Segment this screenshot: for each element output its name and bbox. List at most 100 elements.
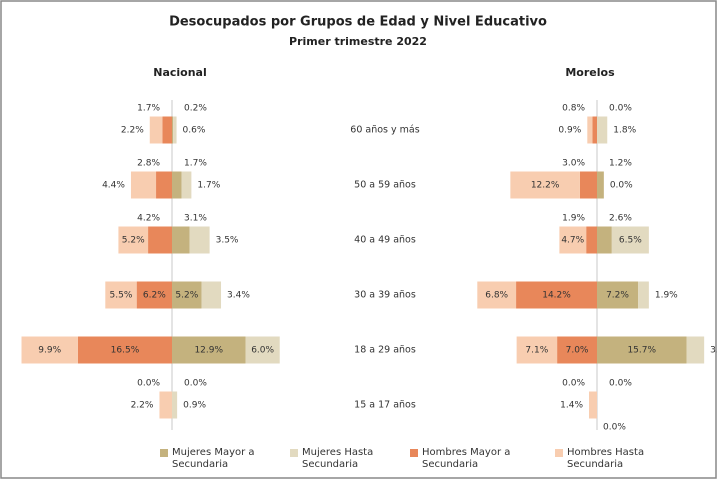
bar-segment [597,226,612,254]
data-label: 7.2% [606,291,629,301]
category-label: 60 años y más [350,125,419,136]
data-label: 16.5% [111,346,140,356]
data-label: 2.2% [131,401,154,411]
bar-segment [21,336,78,364]
bar-segment [559,226,587,254]
bar-segment [130,171,157,199]
data-label: 2.8% [137,159,160,169]
data-label: 1.9% [562,214,585,224]
bar-segment [597,281,639,309]
data-label: 9.9% [38,346,61,356]
bar-segment [597,116,608,144]
bar-segment [638,281,649,309]
data-label: 6.0% [251,346,274,356]
data-label: 1.8% [613,126,636,136]
legend-item: Mujeres Hasta Secundaria [290,447,420,471]
data-label: 14.2% [542,291,571,301]
bar-segment [686,336,705,364]
data-label: 5.5% [110,291,133,301]
data-label: 0.6% [183,126,206,136]
bar-segment [579,171,597,199]
bar-segment [516,336,558,364]
bar-segment [589,391,597,419]
data-label: 1.9% [655,291,678,301]
data-label: 0.0% [610,181,633,191]
data-label: 0.8% [562,104,585,114]
data-label: 3.1% [184,214,207,224]
bar-segment [477,281,517,309]
data-label: 3.5% [216,236,239,246]
bar-segment [162,116,172,144]
data-label: 1.2% [609,159,632,169]
data-label: 4.4% [102,181,125,191]
data-label: 5.2% [175,291,198,301]
bar-segment [245,336,280,364]
data-label: 4.2% [137,214,160,224]
bar-segment [136,281,172,309]
legend-label: Hombres Hasta Secundaria [567,447,645,470]
data-label: 0.0% [609,104,632,114]
bar-segment [172,116,174,144]
bar-segment [201,281,222,309]
bar-segment [173,116,177,144]
data-label: 7.0% [566,346,589,356]
category-label: 18 a 29 años [354,345,416,356]
bar-segment [77,336,172,364]
chart-subtitle: Primer trimestre 2022 [289,35,427,48]
legend-item: Mujeres Mayor a Secundaria [160,447,290,471]
data-label: 15.7% [627,346,656,356]
data-label: 5.2% [122,236,145,246]
data-label: 12.2% [531,181,560,191]
data-label: 0.0% [184,379,207,389]
bar-segment [149,116,163,144]
bar-segment [172,336,246,364]
data-label: 0.0% [137,379,160,389]
bar-segment [510,171,580,199]
bar-segment [172,281,202,309]
bar-segment [181,171,192,199]
legend-swatch [160,449,168,457]
panel-title: Nacional [153,66,207,79]
legend-swatch [555,449,563,457]
legend-label: Mujeres Hasta Secundaria [302,447,374,470]
data-label: 0.0% [609,379,632,389]
bar-segment [611,226,649,254]
panel-title: Morelos [565,66,615,79]
legend-label: Hombres Mayor a Secundaria [422,447,511,470]
data-label: 7.1% [525,346,548,356]
data-label: 1.7% [197,181,220,191]
bar-segment [172,226,190,254]
bar-segment [172,391,178,419]
data-label: 0.9% [183,401,206,411]
bar-segment [159,391,172,419]
legend-item: Hombres Hasta Secundaria [555,447,685,471]
category-label: 50 a 59 años [354,180,416,191]
legend-swatch [290,449,298,457]
bar-segment [592,116,597,144]
bar-segment [586,226,597,254]
data-label: 0.9% [558,126,581,136]
legend-label: Mujeres Mayor a Secundaria [172,447,255,470]
data-label: 3.4% [227,291,250,301]
data-label: 0.2% [184,104,207,114]
data-label: 6.5% [619,236,642,246]
bar-segment [597,336,687,364]
bar-segment [172,171,182,199]
data-label: 2.6% [609,214,632,224]
data-label: 4.7% [561,236,584,246]
bar-segment [557,336,597,364]
data-label: 3.1% [710,346,717,356]
bar-segment [156,171,172,199]
legend-swatch [410,449,418,457]
data-label: 1.7% [137,104,160,114]
bar-segment [189,226,210,254]
data-label: 6.8% [485,291,508,301]
bar-segment [148,226,172,254]
category-label: 40 a 49 años [354,235,416,246]
bar-segment [587,116,593,144]
data-label: 2.2% [121,126,144,136]
category-label: 15 a 17 años [354,400,416,411]
bar-segment [118,226,149,254]
